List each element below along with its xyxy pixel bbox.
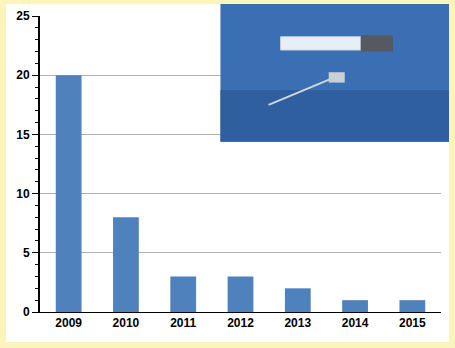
svg-text:2012: 2012 (227, 316, 254, 330)
svg-text:2011: 2011 (170, 316, 196, 330)
svg-text:25: 25 (16, 9, 30, 23)
svg-text:2009: 2009 (55, 316, 82, 330)
svg-text:15: 15 (16, 128, 30, 142)
svg-text:2015: 2015 (399, 316, 426, 330)
svg-text:2014: 2014 (342, 316, 369, 330)
svg-text:5: 5 (23, 246, 30, 260)
svg-text:10: 10 (16, 187, 30, 201)
svg-text:2010: 2010 (113, 316, 140, 330)
svg-text:0: 0 (23, 305, 30, 319)
svg-text:20: 20 (16, 68, 30, 82)
svg-text:2013: 2013 (284, 316, 311, 330)
